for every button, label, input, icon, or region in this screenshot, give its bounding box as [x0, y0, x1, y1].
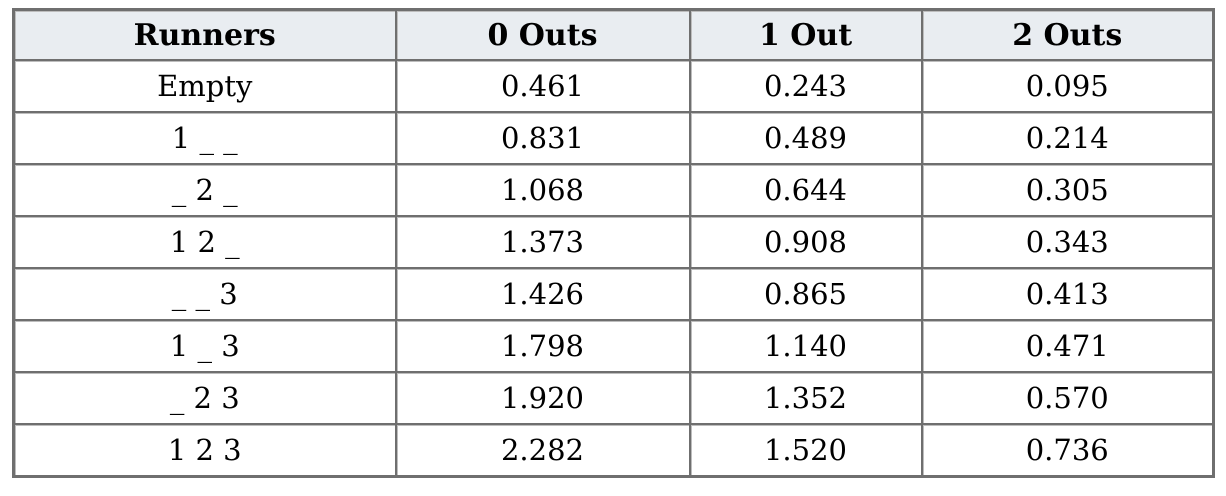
- two-outs-cell: 0.413: [920, 267, 1215, 321]
- one-out-cell: 0.489: [688, 111, 923, 165]
- header-2-outs: 2 Outs: [920, 8, 1215, 61]
- table-row: _ 2 3 1.920 1.352 0.570: [12, 371, 1215, 425]
- one-out-cell: 1.352: [688, 371, 923, 425]
- runners-cell: 1 _ _: [12, 111, 397, 165]
- zero-outs-cell: 0.831: [394, 111, 691, 165]
- zero-outs-cell: 1.798: [394, 319, 691, 373]
- one-out-cell: 0.908: [688, 215, 923, 269]
- runners-cell: _ 2 3: [12, 371, 397, 425]
- table-row: Empty 0.461 0.243 0.095: [12, 59, 1215, 113]
- zero-outs-cell: 2.282: [394, 423, 691, 478]
- two-outs-cell: 0.095: [920, 59, 1215, 113]
- header-runners: Runners: [12, 8, 397, 61]
- one-out-cell: 0.865: [688, 267, 923, 321]
- header-0-outs: 0 Outs: [394, 8, 691, 61]
- header-row: Runners 0 Outs 1 Out 2 Outs: [12, 8, 1215, 61]
- runners-cell: 1 2 _: [12, 215, 397, 269]
- one-out-cell: 0.644: [688, 163, 923, 217]
- runners-cell: Empty: [12, 59, 397, 113]
- table-row: _ _ 3 1.426 0.865 0.413: [12, 267, 1215, 321]
- zero-outs-cell: 0.461: [394, 59, 691, 113]
- runners-cell: _ _ 3: [12, 267, 397, 321]
- zero-outs-cell: 1.373: [394, 215, 691, 269]
- one-out-cell: 1.520: [688, 423, 923, 478]
- two-outs-cell: 0.343: [920, 215, 1215, 269]
- two-outs-cell: 0.736: [920, 423, 1215, 478]
- run-expectancy-table-container: Runners 0 Outs 1 Out 2 Outs Empty 0.461 …: [12, 8, 1215, 478]
- two-outs-cell: 0.471: [920, 319, 1215, 373]
- one-out-cell: 0.243: [688, 59, 923, 113]
- two-outs-cell: 0.570: [920, 371, 1215, 425]
- two-outs-cell: 0.305: [920, 163, 1215, 217]
- runners-cell: 1 _ 3: [12, 319, 397, 373]
- table-row: 1 2 _ 1.373 0.908 0.343: [12, 215, 1215, 269]
- table-header: Runners 0 Outs 1 Out 2 Outs: [12, 8, 1215, 61]
- run-expectancy-table: Runners 0 Outs 1 Out 2 Outs Empty 0.461 …: [12, 8, 1215, 478]
- header-1-out: 1 Out: [688, 8, 923, 61]
- table-row: 1 2 3 2.282 1.520 0.736: [12, 423, 1215, 478]
- runners-cell: _ 2 _: [12, 163, 397, 217]
- table-row: 1 _ 3 1.798 1.140 0.471: [12, 319, 1215, 373]
- zero-outs-cell: 1.920: [394, 371, 691, 425]
- table-row: 1 _ _ 0.831 0.489 0.214: [12, 111, 1215, 165]
- runners-cell: 1 2 3: [12, 423, 397, 478]
- one-out-cell: 1.140: [688, 319, 923, 373]
- table-body: Empty 0.461 0.243 0.095 1 _ _ 0.831 0.48…: [12, 59, 1215, 478]
- table-row: _ 2 _ 1.068 0.644 0.305: [12, 163, 1215, 217]
- zero-outs-cell: 1.068: [394, 163, 691, 217]
- zero-outs-cell: 1.426: [394, 267, 691, 321]
- two-outs-cell: 0.214: [920, 111, 1215, 165]
